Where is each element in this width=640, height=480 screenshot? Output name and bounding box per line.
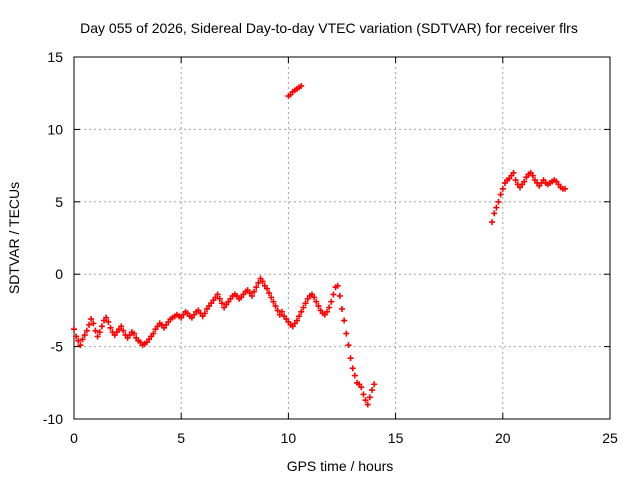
data-point (489, 219, 496, 226)
data-point (300, 304, 307, 311)
data-point (201, 310, 208, 317)
data-point (248, 292, 255, 299)
data-point (296, 313, 303, 320)
data-point (497, 191, 504, 198)
data-point (561, 185, 568, 192)
data-point (214, 291, 221, 298)
data-point (103, 314, 110, 321)
chart-title: Day 055 of 2026, Sidereal Day-to-day VTE… (80, 20, 578, 36)
x-tick-label: 25 (602, 430, 618, 446)
data-point (105, 318, 112, 325)
data-point (302, 300, 309, 307)
data-point (336, 292, 343, 299)
data-point (349, 365, 356, 372)
y-tick-label: 0 (55, 266, 63, 282)
data-point (272, 303, 279, 310)
data-point (339, 305, 345, 312)
grid (74, 57, 610, 419)
data-point (315, 303, 322, 310)
data-point (313, 298, 320, 305)
data-point (270, 298, 277, 305)
data-point (351, 372, 358, 379)
data-point (512, 177, 519, 184)
data-point (358, 384, 365, 391)
data-point (369, 387, 376, 394)
x-tick-label: 0 (70, 430, 78, 446)
x-tick-label: 15 (388, 430, 404, 446)
data-point (259, 278, 266, 285)
data-point (131, 330, 138, 337)
data-point (364, 401, 371, 408)
data-point (311, 294, 318, 301)
data-point (362, 397, 369, 404)
y-tick-label: -5 (51, 339, 64, 355)
data-point (98, 323, 105, 330)
data-point (326, 304, 333, 311)
data-point (255, 279, 262, 286)
data-point (94, 333, 101, 340)
data-point (274, 307, 281, 314)
data-point (96, 329, 103, 336)
x-axis-label: GPS time / hours (287, 458, 394, 474)
plot-frame (73, 56, 611, 420)
data-point (328, 298, 335, 305)
data-point (345, 342, 352, 349)
data-point (510, 169, 517, 176)
data-point (83, 327, 90, 334)
data-point (341, 317, 348, 324)
data-point (118, 323, 125, 330)
data-point (77, 342, 84, 349)
data-point (120, 327, 127, 334)
data-point (86, 321, 93, 328)
data-point (92, 327, 99, 334)
y-tick-label: -10 (43, 411, 63, 427)
data-point (266, 290, 273, 297)
data-point (71, 326, 77, 333)
data-point (371, 381, 378, 388)
data-point (323, 308, 330, 315)
data-point (263, 285, 270, 292)
data-point (298, 82, 305, 89)
data-point (360, 391, 367, 398)
data-point (81, 332, 88, 339)
x-tick-label: 5 (177, 430, 185, 446)
data-point (218, 300, 225, 307)
data-point (491, 210, 498, 217)
data-point (343, 330, 350, 337)
data-point (251, 288, 258, 295)
data-point (88, 316, 95, 323)
data-point (493, 204, 500, 211)
data-point (75, 337, 82, 344)
data-point (293, 317, 300, 324)
y-tick-label: 15 (47, 49, 63, 65)
x-tick-label: 20 (495, 430, 511, 446)
data-point (499, 185, 506, 192)
data-point (298, 308, 305, 315)
data-point (90, 320, 97, 327)
axis-ticks: 0 5 10 15 20 25 -10 -5 0 5 10 15 (43, 49, 618, 446)
data-point (521, 178, 528, 185)
y-tick-label: 5 (55, 194, 63, 210)
data-point (330, 291, 337, 298)
data-point (495, 198, 502, 205)
data-point (347, 355, 354, 362)
y-axis-label: SDTVAR / TECUs (6, 182, 22, 294)
data-point (107, 324, 114, 331)
y-tick-label: 10 (47, 121, 63, 137)
data-point (150, 330, 157, 337)
data-point (529, 172, 536, 179)
data-point (268, 294, 275, 301)
data-points (71, 82, 568, 408)
data-point (216, 295, 223, 302)
data-point (366, 394, 373, 401)
data-point (79, 336, 86, 343)
data-point (278, 308, 285, 315)
data-point (334, 282, 341, 289)
x-tick-label: 10 (281, 430, 297, 446)
data-point (253, 284, 260, 291)
data-point (73, 333, 80, 340)
